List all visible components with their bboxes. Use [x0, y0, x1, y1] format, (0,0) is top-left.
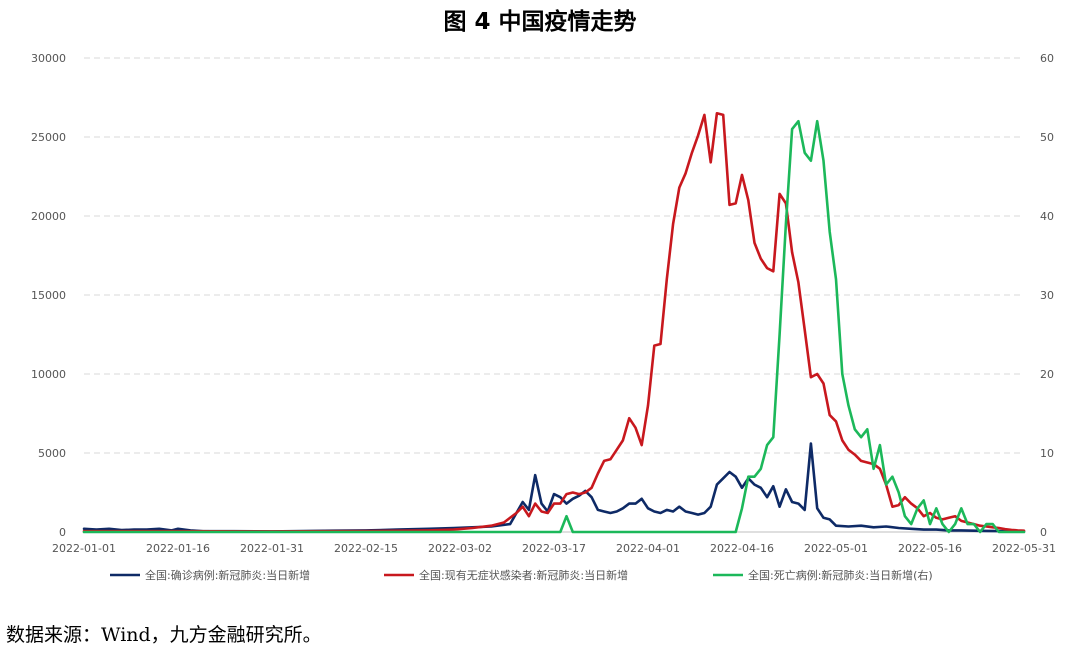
series-line: [82, 119, 1026, 534]
y-tick-right-label: 0: [1040, 526, 1047, 539]
y-tick-left-label: 0: [59, 526, 66, 539]
x-tick-label: 2022-01-31: [240, 542, 304, 555]
x-axis: 2022-01-01 2022-01-16 2022-01-31 2022-02-15…: [52, 531, 1056, 555]
x-tick-label: 2022-04-01: [616, 542, 680, 555]
x-tick-label: 2022-04-16: [710, 542, 774, 555]
y-tick-right-label: 30: [1040, 289, 1054, 302]
y-tick-left-label: 5000: [38, 447, 66, 460]
y-tick-left-label: 10000: [31, 368, 66, 381]
x-tick-label: 2022-05-16: [898, 542, 962, 555]
x-tick-label: 2022-02-15: [334, 542, 398, 555]
chart-title: 图 4 中国疫情走势: [443, 9, 637, 35]
x-tick-label: 2022-01-16: [146, 542, 210, 555]
y-axis-left: 0 5000 10000 15000 20000 25000 30000: [31, 52, 66, 539]
series-line: [82, 112, 1026, 533]
x-tick-label: 2022-05-31: [992, 542, 1056, 555]
series-lines: [82, 112, 1026, 534]
y-tick-left-label: 15000: [31, 289, 66, 302]
y-tick-right-label: 40: [1040, 210, 1054, 223]
grid: [84, 57, 1024, 454]
y-tick-left-label: 30000: [31, 52, 66, 65]
x-tick-label: 2022-01-01: [52, 542, 116, 555]
source-note: 数据来源：Wind，九方金融研究所。: [6, 624, 322, 646]
y-tick-right-label: 20: [1040, 368, 1054, 381]
x-tick-label: 2022-03-17: [522, 542, 586, 555]
y-axis-right: 0 10 20 30 40 50 60: [1040, 52, 1054, 539]
x-tick-label: 2022-05-01: [804, 542, 868, 555]
y-tick-right-label: 10: [1040, 447, 1054, 460]
y-tick-right-label: 50: [1040, 131, 1054, 144]
y-tick-right-label: 60: [1040, 52, 1054, 65]
y-tick-left-label: 20000: [31, 210, 66, 223]
legend-label: 全国:死亡病例:新冠肺炎:当日新增(右): [748, 568, 933, 582]
chart-svg: 0 5000 10000 15000 20000 25000 30000 0 10 20 30 40…: [31, 52, 1056, 582]
legend: 全国:确诊病例:新冠肺炎:当日新增 全国:现有无症状感染者:新冠肺炎:当日新增 全国…: [110, 568, 933, 582]
x-tick-label: 2022-03-02: [428, 542, 492, 555]
y-tick-left-label: 25000: [31, 131, 66, 144]
legend-label: 全国:现有无症状感染者:新冠肺炎:当日新增: [419, 568, 628, 582]
legend-label: 全国:确诊病例:新冠肺炎:当日新增: [145, 568, 310, 582]
